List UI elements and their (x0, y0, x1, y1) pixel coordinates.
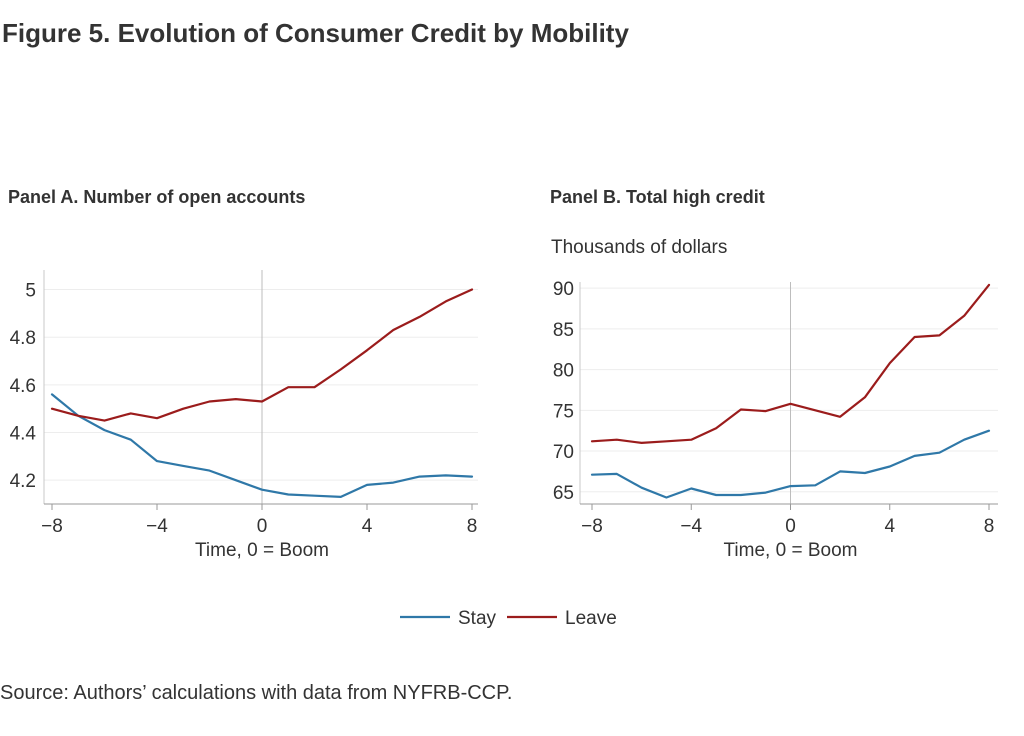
legend-label-stay: Stay (458, 608, 497, 629)
panel-b-series-stay (590, 429, 991, 499)
panel-a-title: Panel A. Number of open accounts (8, 187, 305, 207)
panel-a-series-stay (50, 393, 474, 498)
panel-a-xlabel: Time, 0 = Boom (195, 540, 329, 561)
panel-a-xtick-label: 4 (362, 516, 373, 537)
source-note: Source: Authors’ calculations with data … (0, 682, 513, 704)
panel-a-ytick-label: 5 (25, 281, 36, 302)
panel-b-xtick-label: −8 (581, 516, 603, 537)
panel-b-ytick-label: 75 (553, 401, 574, 422)
panel-a-ytick-label: 4.6 (10, 376, 36, 397)
panel-b-xtick-label: 8 (984, 516, 995, 537)
panel-b-ytick-label: 70 (553, 442, 574, 463)
panel-a-ytick-label: 4.8 (10, 328, 36, 349)
panel-a-xtick-label: 0 (257, 516, 268, 537)
figure-title: Figure 5. Evolution of Consumer Credit b… (2, 18, 629, 48)
panel-b-xtick-label: −4 (680, 516, 702, 537)
panel-b-series-leave (590, 283, 991, 444)
panel-a-xtick-label: 8 (467, 516, 478, 537)
panel-b-title: Panel B. Total high credit (550, 187, 765, 207)
panel-b-ytick-label: 85 (553, 320, 574, 341)
panel-b-xtick-label: 4 (884, 516, 895, 537)
panel-a-xtick-label: −4 (146, 516, 168, 537)
panel-b-ytick-label: 90 (553, 279, 574, 300)
panel-a-series-leave (50, 288, 474, 422)
panel-a-ytick-label: 4.4 (10, 424, 37, 445)
panel-b-ytick-label: 80 (553, 361, 574, 382)
panel-a-ytick-label: 4.2 (10, 471, 36, 492)
panel-a-xtick-label: −8 (41, 516, 63, 537)
panel-b-ytick-label: 65 (553, 483, 574, 504)
legend-label-leave: Leave (565, 608, 617, 629)
panel-b-xlabel: Time, 0 = Boom (724, 540, 858, 561)
panel-b-xtick-label: 0 (785, 516, 796, 537)
panel-b-ylabel: Thousands of dollars (551, 237, 727, 258)
